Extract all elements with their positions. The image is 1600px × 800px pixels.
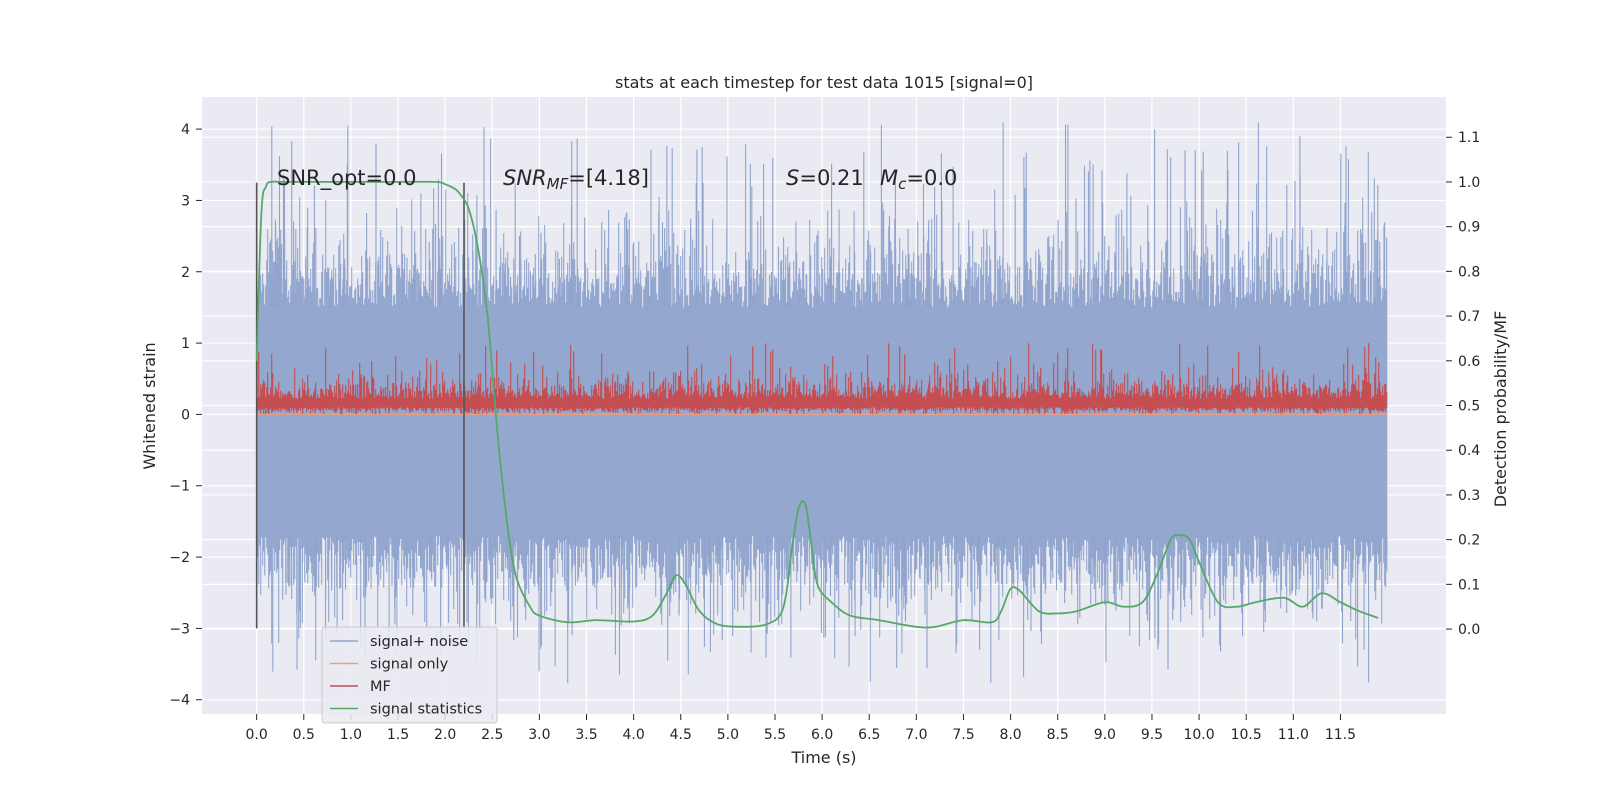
x-tick-label: 4.5 — [670, 727, 692, 743]
y-tick-label-right: 0.6 — [1458, 354, 1480, 370]
x-ticks: 0.0 0.5 1.0 1.5 2.0 2.5 3.0 3.5 4.0 4.5 5.0 5.5 6.0 6… — [246, 714, 1356, 743]
snr-opt-annotation: SNR_opt=0.0 — [277, 166, 417, 191]
snr-mf-subscript: MF — [547, 175, 569, 193]
x-tick-label: 1.0 — [340, 727, 362, 743]
y-axis-label-left: Whitened strain — [140, 342, 159, 469]
legend: signal+ noise signal only MF signal statist… — [321, 626, 498, 724]
y-tick-label-left: 3 — [181, 193, 190, 209]
y-tick-label-right: 1.0 — [1458, 175, 1480, 191]
legend-label: signal only — [370, 657, 449, 673]
s-symbol: S — [786, 166, 799, 190]
y-tick-label-right: 0.2 — [1458, 533, 1480, 549]
x-tick-label: 7.5 — [952, 727, 974, 743]
x-tick-label: 10.0 — [1183, 727, 1214, 743]
y-tick-label-left: −4 — [169, 693, 190, 709]
x-tick-label: 11.5 — [1325, 727, 1356, 743]
chart-title: stats at each timestep for test data 101… — [615, 73, 1033, 92]
x-tick-label: 9.0 — [1094, 727, 1116, 743]
y-tick-label-right: 0.1 — [1458, 577, 1480, 593]
y-tick-label-right: 0.8 — [1458, 264, 1480, 280]
plot-area — [255, 122, 1388, 684]
series-signal-noise-extremes — [256, 122, 1388, 684]
x-tick-label: 3.0 — [528, 727, 550, 743]
x-tick-label: 5.5 — [764, 727, 786, 743]
mc-value: =0.0 — [906, 166, 957, 190]
y-tick-label-right: 1.1 — [1458, 130, 1480, 146]
snr-mf-annotation: SNRMF=[4.18] — [503, 166, 649, 193]
x-tick-label: 0.5 — [293, 727, 315, 743]
x-tick-label: 6.5 — [858, 727, 880, 743]
x-tick-label: 6.0 — [811, 727, 833, 743]
x-tick-label: 1.5 — [387, 727, 409, 743]
y-tick-label-right: 0.5 — [1458, 399, 1480, 415]
x-tick-label: 7.0 — [905, 727, 927, 743]
x-axis-label: Time (s) — [790, 748, 856, 767]
y-tick-label-right: 0.3 — [1458, 488, 1480, 504]
x-tick-label: 5.0 — [717, 727, 739, 743]
legend-label: signal+ noise — [370, 634, 468, 650]
y-tick-label-left: 0 — [181, 407, 190, 423]
x-tick-label: 2.0 — [434, 727, 456, 743]
x-tick-label: 11.0 — [1278, 727, 1309, 743]
mc-annotation: Mc=0.0 — [880, 166, 957, 193]
legend-label: MF — [370, 679, 391, 695]
x-tick-label: 10.5 — [1231, 727, 1262, 743]
snr-mf-symbol: SNR — [503, 166, 547, 190]
x-tick-label: 9.5 — [1141, 727, 1163, 743]
y-tick-label-left: −1 — [169, 479, 190, 495]
x-tick-label: 8.0 — [999, 727, 1021, 743]
y-tick-label-left: −3 — [169, 621, 190, 637]
y-tick-label-left: −2 — [169, 550, 190, 566]
series-signal-statistics — [255, 180, 1379, 629]
y-tick-label-right: 0.9 — [1458, 220, 1480, 236]
legend-label: signal statistics — [370, 702, 482, 718]
y-tick-label-left: 2 — [181, 265, 190, 281]
snr-mf-value: =[4.18] — [568, 166, 649, 190]
y-tick-label-right: 0.0 — [1458, 622, 1480, 638]
y-tick-label-right: 0.4 — [1458, 443, 1480, 459]
mc-subscript: c — [898, 175, 907, 193]
y-ticks-right: 0.0 0.1 0.2 0.3 0.4 0.5 0.6 0.7 0.8 0.9 1.0 1.1 — [1446, 130, 1480, 638]
y-axis-label-right: Detection probability/MF — [1491, 311, 1510, 508]
x-tick-label: 0.0 — [246, 727, 268, 743]
stats-layer — [255, 180, 1379, 629]
x-tick-label: 3.5 — [575, 727, 597, 743]
y-ticks-left: −4 −3 −2 −1 0 1 2 3 4 — [169, 122, 202, 709]
x-tick-label: 2.5 — [481, 727, 503, 743]
s-value: =0.21 — [799, 166, 863, 190]
s-annotation: S=0.21 — [786, 166, 864, 190]
y-tick-label-left: 4 — [181, 122, 190, 138]
marker-layer — [255, 182, 465, 629]
y-tick-label-left: 1 — [181, 336, 190, 352]
legend-frame — [321, 626, 498, 724]
x-tick-label: 4.0 — [622, 727, 644, 743]
y-tick-label-right: 0.7 — [1458, 309, 1480, 325]
mc-symbol: M — [880, 166, 898, 190]
x-tick-label: 8.5 — [1047, 727, 1069, 743]
